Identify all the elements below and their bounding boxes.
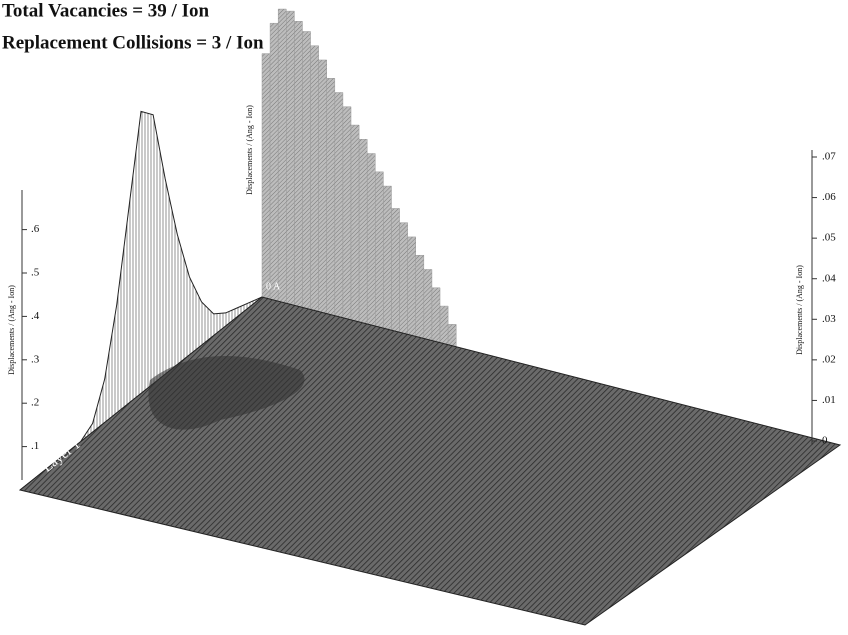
right-tick-label: .07 (822, 151, 836, 163)
right-tick-label: .03 (822, 313, 836, 325)
right-axis-label: Displacements / (Ang - Ion) (795, 265, 804, 355)
depth-bar (391, 208, 400, 333)
depth-bar (447, 324, 457, 348)
depth-bar (383, 185, 392, 331)
depth-bar (366, 153, 376, 327)
subtitle: Replacement Collisions = 3 / Ion (2, 32, 264, 53)
depth-bar (423, 269, 433, 341)
depth-bar (407, 236, 416, 337)
right-tick-label: .01 (822, 394, 836, 406)
right-tick-label: .04 (822, 272, 836, 284)
depth-bar (439, 305, 449, 345)
depth-bar (294, 21, 303, 308)
left-tick-label: .5 (31, 267, 40, 279)
left-axis-label: Displacements / (Ang - Ion) (7, 285, 16, 375)
left-tick-label: .1 (31, 440, 39, 452)
left-tick-label: .2 (31, 397, 39, 409)
title: Total Vacancies = 39 / Ion (2, 0, 209, 21)
depth-bar (269, 22, 279, 302)
left-tick-label: .6 (31, 223, 40, 235)
depth-bar (277, 8, 287, 304)
depth-bar (431, 287, 441, 343)
right-tick-label: .05 (822, 232, 836, 244)
depth-bar (375, 171, 384, 329)
depth-bar (415, 254, 425, 339)
back-wall-label: Displacements / (Ang - Ion) (245, 105, 254, 195)
right-tick-label: 0 (822, 435, 828, 447)
surface-feature (148, 356, 305, 430)
depth-bar (326, 78, 336, 316)
depth-bar (318, 59, 327, 314)
depth-bar (350, 124, 360, 323)
depth-bar (302, 31, 311, 310)
right-tick-label: .02 (822, 353, 836, 365)
left-tick-label: .3 (31, 353, 40, 365)
left-tick-label: .4 (31, 310, 40, 322)
depth-bar (342, 106, 352, 321)
depth-bar (358, 139, 368, 325)
right-tick-label: .06 (822, 191, 836, 203)
depth-bar (310, 45, 319, 312)
origin-label: 0 A (266, 281, 281, 292)
depth-bar (334, 92, 344, 319)
depth-bar (261, 53, 271, 300)
plot (19, 8, 457, 491)
depth-bar (286, 10, 295, 306)
depth-bar (399, 222, 408, 335)
